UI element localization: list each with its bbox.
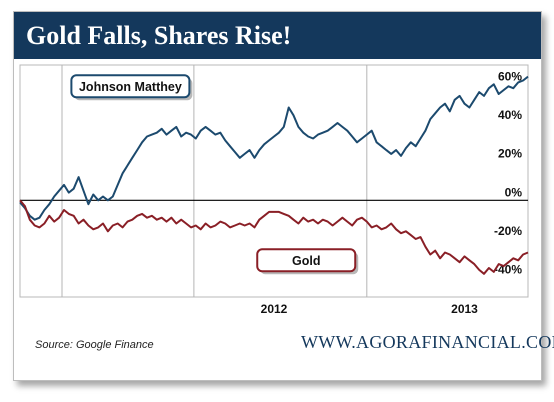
x-gridlines <box>61 65 368 297</box>
website-link[interactable]: WWW.AGORAFINANCIAL.COM <box>301 332 554 352</box>
series-label-box <box>256 248 357 273</box>
header-banner: Gold Falls, Shares Rise! <box>14 12 541 62</box>
line-chart: 60% 40% 20% 0% -20% -40% 2012 2013 Johnson Mat… <box>19 64 529 316</box>
y-axis-ticks: 60% 40% 20% 0% -20% -40% <box>494 69 522 276</box>
source-note: Source: Google Finance <box>35 339 154 351</box>
y-tick-label: 0% <box>505 185 523 199</box>
series-label-box <box>70 74 191 99</box>
gold-line <box>19 199 529 275</box>
x-tick-label: 2013 <box>451 302 478 316</box>
series-label: Johnson Matthey <box>79 80 182 94</box>
y-tick-label: 60% <box>498 69 522 83</box>
x-axis-ticks: 2012 2013 <box>261 302 479 316</box>
johnson-matthey-line <box>19 75 529 221</box>
y-tick-label: 20% <box>498 147 522 161</box>
chart-card: Gold Falls, Shares Rise! 60% 40% 20% 0% -20%… <box>13 11 554 381</box>
page-title: Gold Falls, Shares Rise! <box>26 21 292 50</box>
y-tick-label: -20% <box>494 224 522 238</box>
series-label: Gold <box>292 254 320 268</box>
y-tick-label: 40% <box>498 108 522 122</box>
x-tick-label: 2012 <box>261 302 288 316</box>
y-tick-label: -40% <box>494 263 522 277</box>
series-labels: Johnson Matthey Gold <box>70 74 359 275</box>
